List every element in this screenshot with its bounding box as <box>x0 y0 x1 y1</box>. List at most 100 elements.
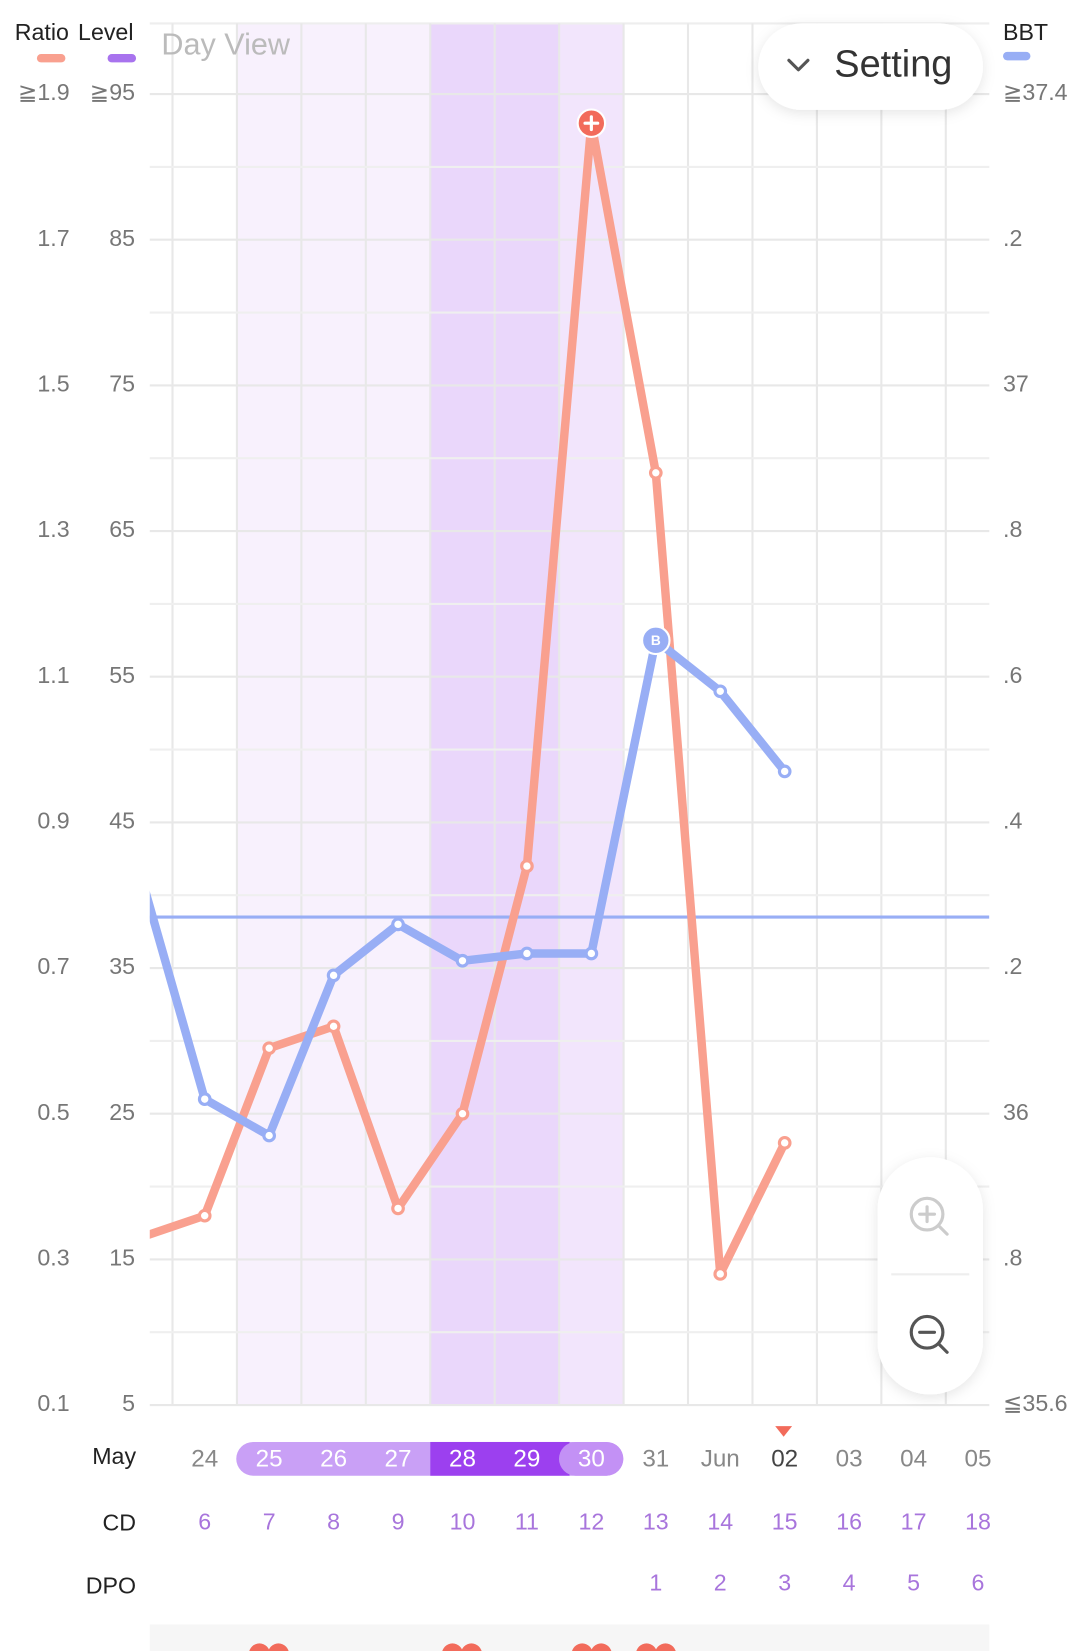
ratio-tick-label: 0.3 <box>37 1245 69 1271</box>
level-tick-label: 5 <box>122 1390 135 1416</box>
ratio-tick-label: 1.1 <box>37 662 69 688</box>
point <box>326 968 341 983</box>
date-label: 31 <box>642 1445 669 1472</box>
highlight-icon <box>583 115 600 132</box>
dpo-value: 4 <box>843 1569 856 1595</box>
ratio-tick-label: 1.5 <box>37 371 69 397</box>
point <box>455 953 470 968</box>
zoom-in[interactable] <box>909 1196 949 1236</box>
point <box>520 946 534 961</box>
bbt-tick-label: .8 <box>1003 516 1022 542</box>
point <box>713 684 728 699</box>
date-highlight <box>236 1441 624 1476</box>
level-tick-label: 85 <box>109 225 135 251</box>
point <box>391 917 405 932</box>
date-label: 03 <box>836 1445 863 1472</box>
level-tick-label: 45 <box>109 808 135 834</box>
cd-value: 14 <box>707 1508 733 1534</box>
dpo-value: 3 <box>778 1569 791 1595</box>
point <box>777 1136 792 1150</box>
legend-ratio: Ratio <box>15 19 69 45</box>
cd-value: 10 <box>450 1508 476 1534</box>
point <box>197 1092 212 1107</box>
point <box>520 859 534 873</box>
bbt-tick-label: ≦35.6 <box>1003 1390 1068 1416</box>
level-tick-label: ≧95 <box>90 79 135 105</box>
date-label: 30 <box>578 1445 605 1472</box>
legend-level: Level <box>78 19 133 45</box>
zoom-panel <box>877 1157 983 1395</box>
point <box>713 1267 728 1281</box>
cd-value: 7 <box>263 1508 276 1534</box>
point <box>455 1106 470 1121</box>
date-label: 02 <box>771 1445 798 1472</box>
intercourse-row <box>149 1624 990 1651</box>
dpo-label: DPO <box>86 1573 136 1599</box>
ratio-tick-label: 1.7 <box>37 225 69 251</box>
point <box>584 946 599 961</box>
cd-value: 17 <box>901 1508 927 1534</box>
dpo-value: 1 <box>649 1569 662 1595</box>
bbt-tick-label: .2 <box>1003 225 1022 251</box>
date-label: 24 <box>191 1445 218 1472</box>
point <box>326 1019 341 1034</box>
date-label: Jun <box>701 1445 740 1472</box>
point <box>777 764 792 779</box>
setting-button[interactable]: Setting <box>758 23 983 110</box>
cd-value: 8 <box>327 1508 340 1534</box>
cd-value: 15 <box>772 1508 798 1534</box>
cd-value: 6 <box>198 1508 211 1534</box>
level-tick-label: 15 <box>109 1245 135 1271</box>
legend-swatch <box>36 53 66 63</box>
today-marker <box>775 1426 793 1437</box>
bbt-tick-label: .8 <box>1003 1245 1022 1271</box>
point <box>262 1128 277 1143</box>
bbt-tick-label: 37 <box>1003 371 1029 397</box>
ratio-tick-label: 0.7 <box>37 953 69 979</box>
dpo-value: 2 <box>714 1569 727 1595</box>
cd-label: CD <box>103 1509 137 1535</box>
bbt-tick-label: .2 <box>1003 953 1022 979</box>
ratio-tick-label: 0.1 <box>37 1390 69 1416</box>
ratio-tick-label: 0.5 <box>37 1099 69 1125</box>
point <box>197 1208 212 1223</box>
point <box>391 1201 405 1216</box>
level-tick-label: 65 <box>109 516 135 542</box>
bbt-tick-label: 36 <box>1003 1099 1029 1125</box>
legend-bbt: BBT <box>1003 19 1048 45</box>
bbt-tick-label: .4 <box>1003 808 1022 834</box>
highlight-label: B <box>651 633 661 648</box>
cd-value: 9 <box>392 1508 405 1534</box>
date-label: 27 <box>385 1445 412 1472</box>
setting-label[interactable]: Setting <box>834 44 952 86</box>
point <box>262 1041 277 1056</box>
date-label: 29 <box>513 1445 540 1472</box>
point <box>648 465 663 480</box>
cd-value: 16 <box>836 1508 862 1534</box>
level-tick-label: 55 <box>109 662 135 688</box>
bbt-tick-label: .6 <box>1003 662 1022 688</box>
dpo-value: 5 <box>907 1569 920 1595</box>
date-label: 28 <box>449 1445 476 1472</box>
cd-value: 13 <box>643 1508 669 1534</box>
zoom-out[interactable] <box>909 1314 949 1354</box>
cd-value: 18 <box>965 1508 991 1534</box>
level-tick-label: 25 <box>109 1099 135 1125</box>
ratio-tick-label: ≧1.9 <box>18 79 70 105</box>
level-tick-label: 75 <box>109 371 135 397</box>
level-tick-label: 35 <box>109 953 135 979</box>
ratio-tick-label: 1.3 <box>37 516 69 542</box>
cd-value: 11 <box>515 1508 539 1534</box>
legend-swatch <box>107 53 137 63</box>
date-label: 05 <box>965 1445 992 1472</box>
highlight-point <box>641 625 671 656</box>
bbt-tick-label: ≧37.4 <box>1003 79 1068 105</box>
date-label: 25 <box>256 1445 283 1472</box>
dpo-value: 6 <box>972 1569 985 1595</box>
view-label[interactable]: Day View <box>161 28 291 62</box>
ratio-tick-label: 0.9 <box>37 808 69 834</box>
month-label: May <box>92 1443 136 1469</box>
date-label: 04 <box>900 1445 927 1472</box>
cd-value: 12 <box>578 1508 604 1534</box>
